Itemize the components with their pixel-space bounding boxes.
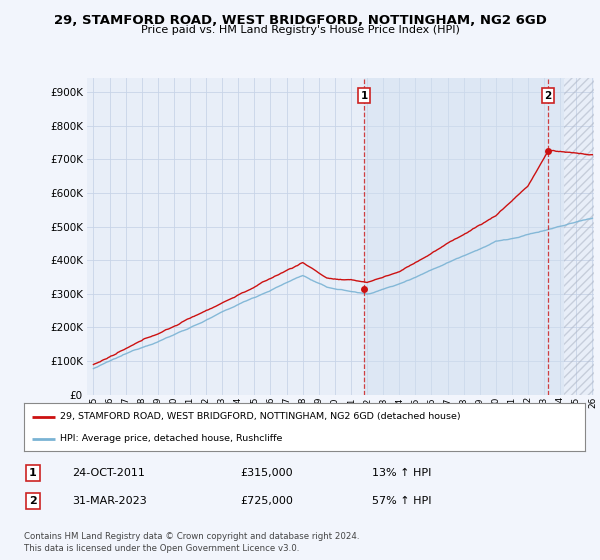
- Text: HPI: Average price, detached house, Rushcliffe: HPI: Average price, detached house, Rush…: [61, 435, 283, 444]
- Text: 1: 1: [361, 91, 368, 101]
- Bar: [564, 78, 600, 395]
- Bar: [364, 78, 564, 395]
- Text: 2: 2: [545, 91, 552, 101]
- Text: £725,000: £725,000: [240, 496, 293, 506]
- Text: 13% ↑ HPI: 13% ↑ HPI: [372, 468, 431, 478]
- Text: £315,000: £315,000: [240, 468, 293, 478]
- Text: Price paid vs. HM Land Registry's House Price Index (HPI): Price paid vs. HM Land Registry's House …: [140, 25, 460, 35]
- Text: Contains HM Land Registry data © Crown copyright and database right 2024.
This d: Contains HM Land Registry data © Crown c…: [24, 533, 359, 553]
- Text: 31-MAR-2023: 31-MAR-2023: [72, 496, 147, 506]
- Text: 57% ↑ HPI: 57% ↑ HPI: [372, 496, 431, 506]
- Text: 24-OCT-2011: 24-OCT-2011: [72, 468, 145, 478]
- Text: 29, STAMFORD ROAD, WEST BRIDGFORD, NOTTINGHAM, NG2 6GD (detached house): 29, STAMFORD ROAD, WEST BRIDGFORD, NOTTI…: [61, 412, 461, 421]
- Text: 1: 1: [29, 468, 37, 478]
- Text: 2: 2: [29, 496, 37, 506]
- Text: 29, STAMFORD ROAD, WEST BRIDGFORD, NOTTINGHAM, NG2 6GD: 29, STAMFORD ROAD, WEST BRIDGFORD, NOTTI…: [53, 14, 547, 27]
